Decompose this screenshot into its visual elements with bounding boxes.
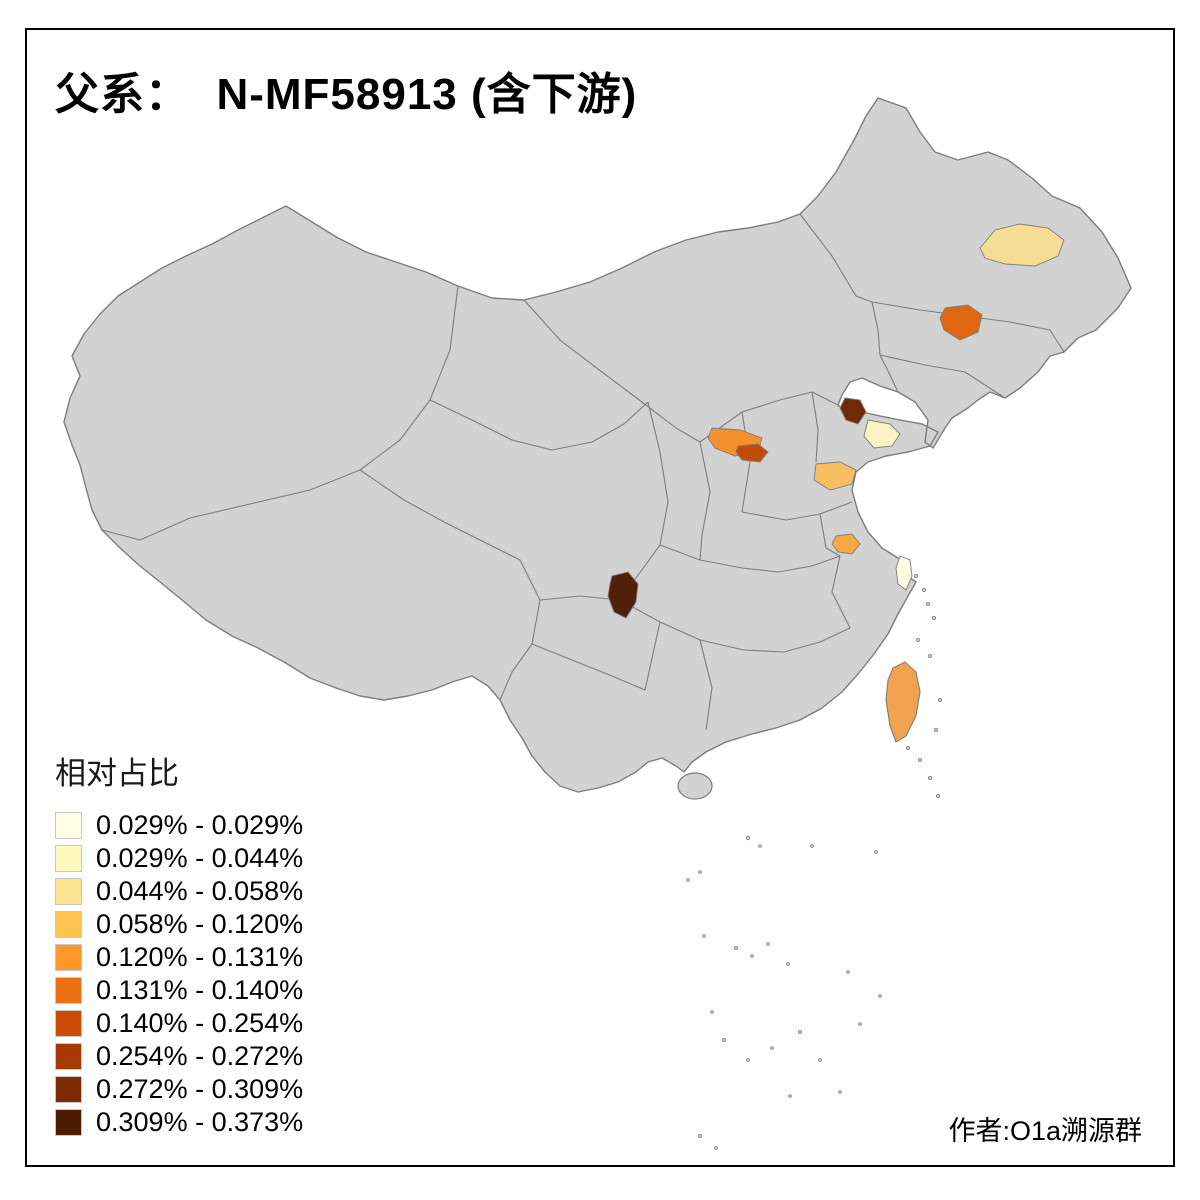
legend-swatch [55, 1043, 82, 1070]
legend-label: 0.058% - 0.120% [96, 909, 304, 939]
province-borders [101, 213, 1065, 731]
legend-item: 0.272% - 0.309% [55, 1073, 303, 1106]
legend-item: 0.254% - 0.272% [55, 1040, 303, 1073]
legend-label: 0.254% - 0.272% [96, 1041, 304, 1071]
legend-item: 0.044% - 0.058% [55, 875, 303, 908]
legend-label: 0.044% - 0.058% [96, 876, 304, 906]
legend-swatch [55, 1010, 82, 1037]
legend-item: 0.140% - 0.254% [55, 1007, 303, 1040]
region-jilin [939, 304, 983, 341]
hainan-island-shape [677, 772, 713, 800]
legend-title: 相对占比 [55, 756, 179, 791]
legend-item: 0.029% - 0.029% [55, 809, 303, 842]
legend: 相对占比 0.029% - 0.029% 0.029% - 0.044% 0.0… [55, 748, 303, 1139]
attribution: 作者:O1a溯源群 [948, 1116, 1142, 1146]
legend-label: 0.029% - 0.029% [96, 810, 304, 840]
legend-swatch [55, 845, 82, 872]
region-anhui [831, 533, 861, 555]
legend-swatch [55, 977, 82, 1004]
legend-label: 0.131% - 0.140% [96, 975, 304, 1005]
legend-label: 0.272% - 0.309% [96, 1074, 304, 1104]
legend-swatch [55, 1076, 82, 1103]
legend-label: 0.309% - 0.373% [96, 1107, 304, 1137]
legend-swatch [55, 878, 82, 905]
legend-swatch [55, 911, 82, 938]
region-henan [813, 461, 857, 491]
legend-item: 0.058% - 0.120% [55, 908, 303, 941]
legend-label: 0.120% - 0.131% [96, 942, 304, 972]
region-heilongjiang [979, 223, 1065, 267]
legend-swatch [55, 812, 82, 839]
china-mainland-shape [63, 97, 1132, 793]
legend-item: 0.029% - 0.044% [55, 842, 303, 875]
legend-item: 0.120% - 0.131% [55, 941, 303, 974]
region-chongqing [607, 571, 639, 619]
region-shandong-peninsula [863, 419, 901, 449]
legend-label: 0.140% - 0.254% [96, 1008, 304, 1038]
legend-label: 0.029% - 0.044% [96, 843, 304, 873]
region-taiwan [885, 661, 921, 743]
legend-swatch [55, 944, 82, 971]
legend-item: 0.309% - 0.373% [55, 1106, 303, 1139]
region-shandong-bohai [839, 397, 867, 425]
legend-item: 0.131% - 0.140% [55, 974, 303, 1007]
region-shanghai-coast [895, 555, 913, 591]
page-title: 父系： N-MF58913 (含下游) [55, 70, 638, 119]
small-islands [686, 574, 943, 1150]
legend-swatch [55, 1109, 82, 1136]
region-shanxi-south [735, 443, 769, 463]
